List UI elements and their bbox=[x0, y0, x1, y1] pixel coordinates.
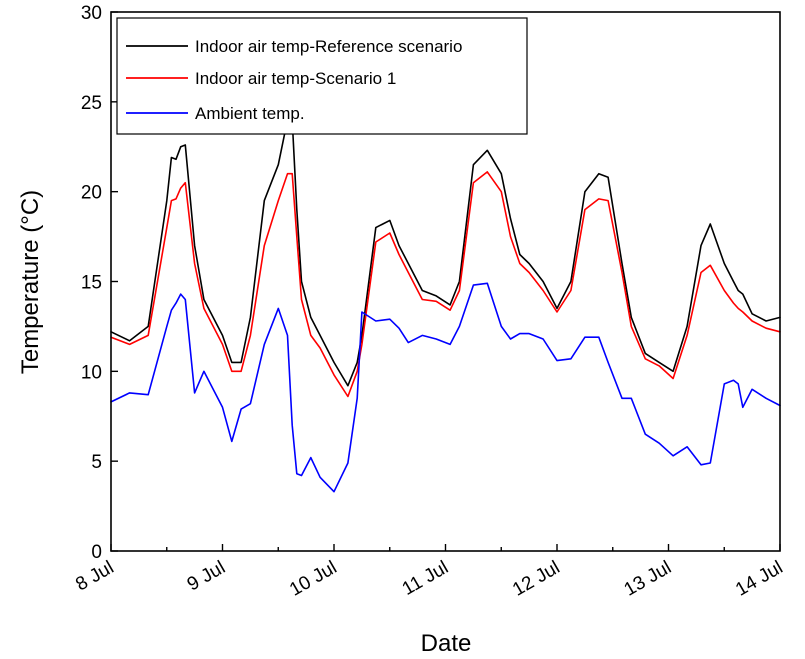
x-axis-title: Date bbox=[421, 630, 472, 657]
y-axis-ticks: 0 5 10 15 20 25 30 bbox=[81, 3, 118, 563]
y-tick-label: 5 bbox=[91, 452, 102, 473]
x-tick-label: 11 Jul bbox=[399, 557, 452, 600]
y-tick-label: 25 bbox=[81, 93, 102, 114]
x-tick-label: 14 Jul bbox=[732, 557, 786, 601]
y-tick-label: 0 bbox=[91, 542, 102, 563]
x-tick-label: 10 Jul bbox=[286, 557, 340, 601]
x-tick-label: 12 Jul bbox=[509, 557, 563, 601]
x-tick-label: 13 Jul bbox=[621, 557, 675, 601]
y-tick-label: 15 bbox=[81, 273, 102, 294]
legend: Indoor air temp-Reference scenario Indoo… bbox=[116, 17, 528, 135]
series-line-0 bbox=[110, 119, 781, 387]
series-layer bbox=[110, 119, 781, 493]
legend-label-scenario1: Indoor air temp-Scenario 1 bbox=[195, 69, 396, 88]
x-axis-ticks: 8 Jul 9 Jul 10 Jul 11 Jul 12 Jul 13 Jul 14 Jul bbox=[72, 544, 787, 601]
legend-label-ambient: Ambient temp. bbox=[195, 104, 305, 123]
y-tick-label: 10 bbox=[81, 362, 102, 383]
y-tick-label: 30 bbox=[81, 3, 102, 24]
series-line-1 bbox=[110, 171, 781, 398]
legend-box bbox=[116, 17, 528, 135]
y-axis-title: Temperature (°C) bbox=[17, 190, 44, 374]
y-tick-label: 20 bbox=[81, 183, 102, 204]
x-tick-label: 9 Jul bbox=[184, 557, 229, 595]
legend-label-reference: Indoor air temp-Reference scenario bbox=[195, 37, 462, 56]
series-line-2 bbox=[110, 282, 781, 493]
